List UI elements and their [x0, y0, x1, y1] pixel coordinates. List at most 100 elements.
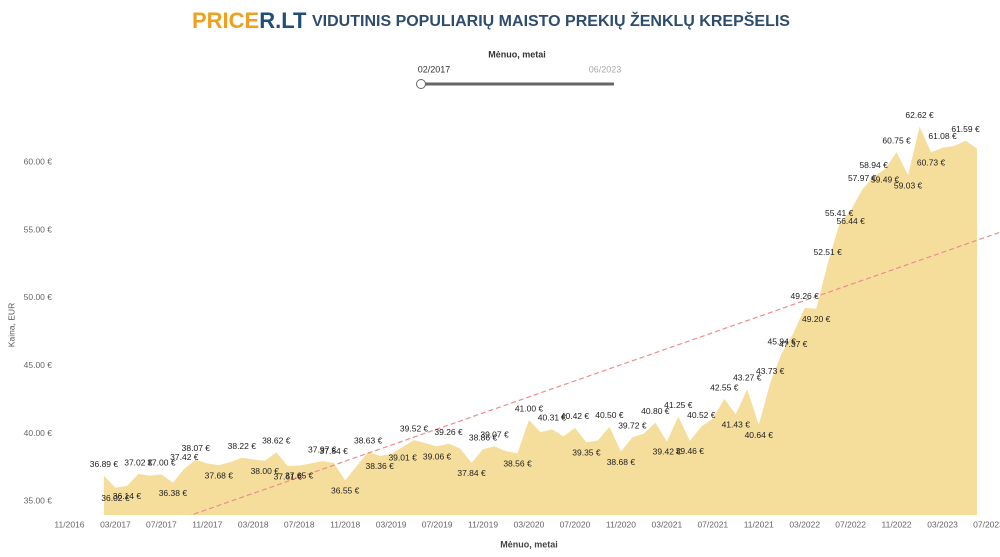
data-label: 38.68 € — [607, 457, 636, 467]
slider-handle[interactable] — [416, 79, 426, 89]
area — [103, 126, 978, 516]
y-tick-label: 35.00 € — [24, 496, 53, 506]
data-label: 39.07 € — [480, 429, 509, 439]
x-tick-label: 03/2018 — [238, 519, 269, 529]
logo-part: R.LT — [259, 8, 307, 33]
data-label: 39.06 € — [423, 452, 452, 462]
data-label: 36.02 € — [101, 493, 130, 503]
data-label: 39.26 € — [434, 427, 463, 437]
y-tick-label: 50.00 € — [24, 292, 53, 302]
data-label: 39.01 € — [388, 452, 417, 462]
x-tick-label: 07/2022 — [835, 519, 866, 529]
data-label: 37.68 € — [205, 470, 234, 480]
data-label: 37.65 € — [285, 471, 314, 481]
data-label: 37.84 € — [457, 468, 486, 478]
x-tick-label: 11/2020 — [606, 519, 636, 529]
data-label: 43.27 € — [733, 372, 762, 382]
data-label: 37.00 € — [147, 458, 176, 468]
data-label: 40.52 € — [687, 410, 716, 420]
data-label: 49.20 € — [802, 314, 831, 324]
x-tick-label: 07/2019 — [422, 519, 453, 529]
data-label: 57.97 € — [848, 173, 877, 183]
data-label: 40.80 € — [641, 406, 670, 416]
y-tick-label: 55.00 € — [24, 224, 53, 234]
y-axis-title: Kaina, EUR — [6, 303, 16, 347]
data-label: 38.00 € — [251, 466, 280, 476]
filter-to: 06/2023 — [589, 64, 622, 74]
data-label: 38.63 € — [354, 435, 383, 445]
data-label: 59.03 € — [894, 181, 923, 191]
plot: 35.00 € 40.00 € 45.00 € 50.00 € 55.00 € 60.00… — [24, 110, 1000, 529]
data-label: 56.44 € — [836, 216, 865, 226]
data-label: 38.62 € — [262, 436, 291, 446]
data-label: 37.97 € — [308, 444, 337, 454]
data-label: 62.62 € — [905, 110, 934, 120]
data-label: 59.49 € — [871, 174, 900, 184]
logo-part: PRICE — [192, 8, 259, 33]
data-label: 39.46 € — [676, 446, 705, 456]
x-tick-label: 11/2016 — [54, 519, 84, 529]
x-tick-label: 07/2023 — [973, 519, 1000, 529]
x-tick-label: 11/2022 — [882, 519, 912, 529]
data-label: 36.55 € — [331, 486, 360, 496]
x-tick-label: 07/2017 — [146, 519, 177, 529]
data-label: 37.84 € — [320, 446, 349, 456]
data-label: 36.14 € — [113, 491, 142, 501]
x-tick-label: 03/2020 — [514, 519, 545, 529]
x-tick-label: 11/2017 — [192, 519, 222, 529]
x-axis-title: Mėnuo, metai — [500, 539, 558, 549]
x-tick-label: 03/2022 — [789, 519, 820, 529]
data-label: 61.59 € — [951, 124, 980, 134]
x-tick-label: 03/2017 — [100, 519, 131, 529]
data-label: 38.22 € — [228, 441, 257, 451]
data-label: 52.51 € — [813, 247, 842, 257]
data-label: 36.89 € — [90, 459, 119, 469]
data-label: 39.42 € — [653, 447, 682, 457]
data-label: 55.41 € — [825, 208, 854, 218]
data-label: 37.42 € — [170, 452, 199, 462]
data-label: 36.38 € — [159, 488, 188, 498]
data-label: 39.72 € — [618, 421, 647, 431]
x-tick-label: 03/2023 — [927, 519, 958, 529]
data-label: 47.37 € — [779, 339, 808, 349]
data-label: 37.61 € — [274, 471, 303, 481]
data-label: 39.52 € — [400, 423, 429, 433]
x-tick-label: 07/2020 — [560, 519, 591, 529]
x-tick-label: 03/2021 — [651, 519, 682, 529]
x-tick-label: 07/2021 — [697, 519, 728, 529]
data-label: 38.07 € — [182, 443, 211, 453]
data-label: 41.00 € — [515, 403, 544, 413]
data-label: 40.31 € — [538, 413, 567, 423]
y-tick-label: 60.00 € — [24, 157, 53, 167]
data-label: 41.43 € — [722, 419, 751, 429]
trend-line — [189, 231, 1000, 515]
data-label: 43.73 € — [756, 366, 785, 376]
filter-title: Mėnuo, metai — [488, 49, 546, 59]
data-label: 41.25 € — [664, 400, 693, 410]
data-label: 42.55 € — [710, 382, 739, 392]
data-label: 40.64 € — [745, 430, 774, 440]
data-label: 40.42 € — [561, 411, 590, 421]
data-label: 60.75 € — [882, 135, 911, 145]
data-label: 38.86 € — [469, 432, 498, 442]
filter-from: 02/2017 — [418, 64, 451, 74]
chart-title: VIDUTINIS POPULIARIŲ MAISTO PREKIŲ ŽENKL… — [312, 11, 790, 30]
data-label: 45.94 € — [768, 336, 797, 346]
data-label: 40.50 € — [595, 410, 624, 420]
data-label: 49.26 € — [791, 291, 820, 301]
x-tick-label: 11/2018 — [330, 519, 360, 529]
x-tick-label: 07/2018 — [284, 519, 315, 529]
y-tick-label: 40.00 € — [24, 428, 53, 438]
data-label: 38.56 € — [503, 458, 532, 468]
data-label: 60.73 € — [917, 158, 946, 168]
x-tick-label: 03/2019 — [376, 519, 407, 529]
data-label: 38.36 € — [365, 461, 394, 471]
x-tick-label: 11/2021 — [744, 519, 774, 529]
data-label: 58.94 € — [859, 160, 888, 170]
logo: PRICER.LT — [192, 8, 307, 33]
data-label: 61.08 € — [928, 131, 957, 141]
data-label: 39.35 € — [572, 448, 601, 458]
x-tick-label: 11/2019 — [468, 519, 498, 529]
